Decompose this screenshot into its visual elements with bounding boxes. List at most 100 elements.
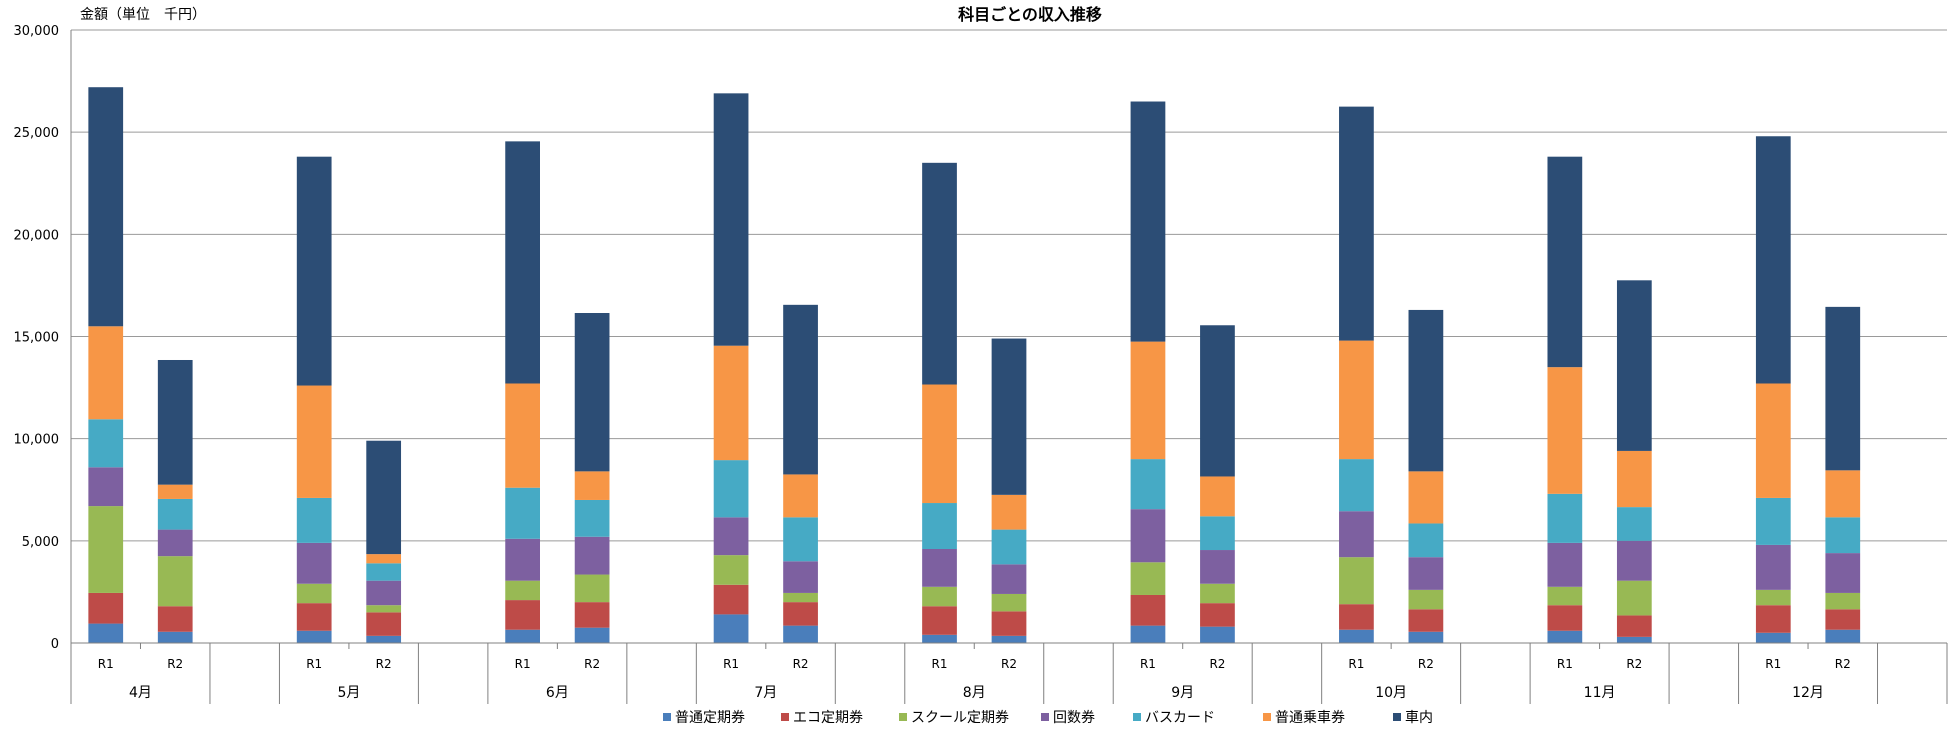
x-month-label: 7月	[754, 685, 777, 701]
x-subcategory-label: R1	[515, 657, 531, 671]
bar-segment	[88, 87, 124, 327]
bar-segment	[366, 580, 402, 606]
bar-segment	[505, 487, 540, 539]
bar-segment	[1755, 497, 1791, 545]
bar-segment	[296, 603, 332, 631]
y-tick-label: 20,000	[14, 228, 60, 243]
bar-segment	[1755, 544, 1791, 590]
bar-group	[88, 87, 1861, 643]
x-axis: R1 R2 4月 R1 R2 5月 R1 R2 6月 R1 R2 7月 R1 R2 8月 R1 R2 9月 R1 R2…	[70, 642, 1948, 704]
bar-segment	[1130, 459, 1166, 510]
chart-title: 科目ごとの収入推移	[958, 5, 1102, 24]
legend-swatch	[663, 713, 671, 721]
bar-segment	[922, 606, 957, 635]
bar-segment	[713, 345, 749, 461]
bar-segment	[1408, 557, 1444, 590]
bar-segment	[1616, 280, 1652, 451]
bar-segment	[88, 592, 124, 624]
bar-segment	[366, 612, 402, 636]
x-subcategory-label: R2	[584, 657, 600, 671]
x-month-label: 6月	[546, 685, 569, 701]
bar-segment	[1408, 471, 1444, 524]
x-month-label: 8月	[963, 685, 986, 701]
legend-label: バスカード	[1145, 710, 1215, 726]
bar-segment	[713, 93, 749, 346]
bar-segment	[991, 564, 1027, 594]
bar-segment	[366, 554, 402, 564]
bar-segment	[296, 156, 332, 386]
bar-segment	[1130, 509, 1166, 563]
bar-segment	[157, 498, 193, 530]
x-month-label: 12月	[1792, 685, 1824, 701]
bar-segment	[1339, 340, 1374, 460]
bar-segment	[1825, 306, 1861, 471]
bar-segment	[1339, 459, 1374, 512]
bar-segment	[991, 338, 1027, 495]
bar-segment	[88, 623, 124, 643]
bar-segment	[713, 555, 749, 585]
x-month-label: 4月	[129, 685, 152, 701]
bar-segment	[783, 561, 818, 593]
bar-segment	[1200, 550, 1235, 584]
bar-segment	[505, 600, 540, 630]
x-subcategory-label: R1	[723, 657, 739, 671]
bar-segment	[1825, 470, 1861, 518]
bar-segment	[1408, 309, 1444, 472]
bar-segment	[157, 556, 193, 607]
bar-segment	[922, 384, 957, 504]
bar-segment	[505, 538, 540, 581]
x-month-label: 9月	[1171, 685, 1194, 701]
bar-segment	[1825, 517, 1861, 554]
y-tick-label: 30,000	[14, 24, 60, 39]
y-tick-label: 5,000	[22, 535, 59, 550]
bar-segment	[991, 529, 1027, 565]
bar-segment	[1825, 629, 1861, 643]
y-tick-label: 10,000	[14, 433, 60, 448]
bar-segment	[1825, 553, 1861, 593]
bar-segment	[1408, 631, 1444, 643]
bar-segment	[574, 313, 610, 472]
legend-label: 回数券	[1053, 710, 1095, 726]
bar-segment	[991, 593, 1027, 612]
bar-segment	[1200, 325, 1235, 477]
bar-segment	[783, 602, 818, 626]
bar-segment	[783, 517, 818, 562]
bar-segment	[157, 606, 193, 632]
bar-segment	[1547, 605, 1583, 631]
x-subcategory-label: R1	[98, 657, 114, 671]
bar-segment	[366, 605, 402, 613]
bar-segment	[922, 549, 957, 587]
bar-segment	[366, 563, 402, 581]
legend-label: エコ定期券	[793, 710, 863, 726]
bar-segment	[157, 359, 193, 485]
bar-segment	[296, 583, 332, 604]
bar-segment	[1547, 367, 1583, 494]
bar-segment	[783, 304, 818, 475]
x-month-label: 11月	[1584, 685, 1616, 701]
bar-segment	[1130, 562, 1166, 595]
y-tick-label: 25,000	[14, 126, 60, 141]
x-subcategory-label: R1	[1765, 657, 1781, 671]
bar-segment	[783, 592, 818, 603]
bar-segment	[1616, 636, 1652, 643]
bar-segment	[505, 383, 540, 488]
legend-label: 普通定期券	[675, 710, 745, 726]
bar-segment	[1616, 450, 1652, 508]
bar-segment	[1755, 605, 1791, 633]
bar-segment	[296, 542, 332, 584]
bar-segment	[1130, 625, 1166, 643]
bar-segment	[1130, 594, 1166, 626]
bar-segment	[922, 586, 957, 607]
bar-segment	[574, 536, 610, 575]
bar-segment	[922, 503, 957, 550]
bar-segment	[366, 440, 402, 555]
bar-segment	[88, 506, 124, 593]
bar-segment	[88, 419, 124, 468]
bar-segment	[1339, 106, 1374, 341]
bar-segment	[1200, 603, 1235, 627]
bar-segment	[783, 474, 818, 518]
x-subcategory-label: R2	[1418, 657, 1434, 671]
bar-segment	[922, 634, 957, 643]
bar-segment	[505, 141, 540, 384]
